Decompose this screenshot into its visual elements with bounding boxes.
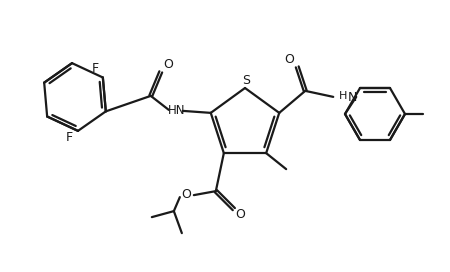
- Text: HN: HN: [168, 104, 185, 118]
- Text: H: H: [339, 91, 347, 101]
- Text: O: O: [163, 58, 173, 71]
- Text: O: O: [181, 188, 191, 201]
- Text: S: S: [242, 75, 250, 88]
- Text: F: F: [91, 62, 99, 75]
- Text: O: O: [284, 53, 294, 66]
- Text: N: N: [347, 91, 357, 104]
- Text: O: O: [235, 208, 245, 221]
- Text: F: F: [65, 131, 72, 144]
